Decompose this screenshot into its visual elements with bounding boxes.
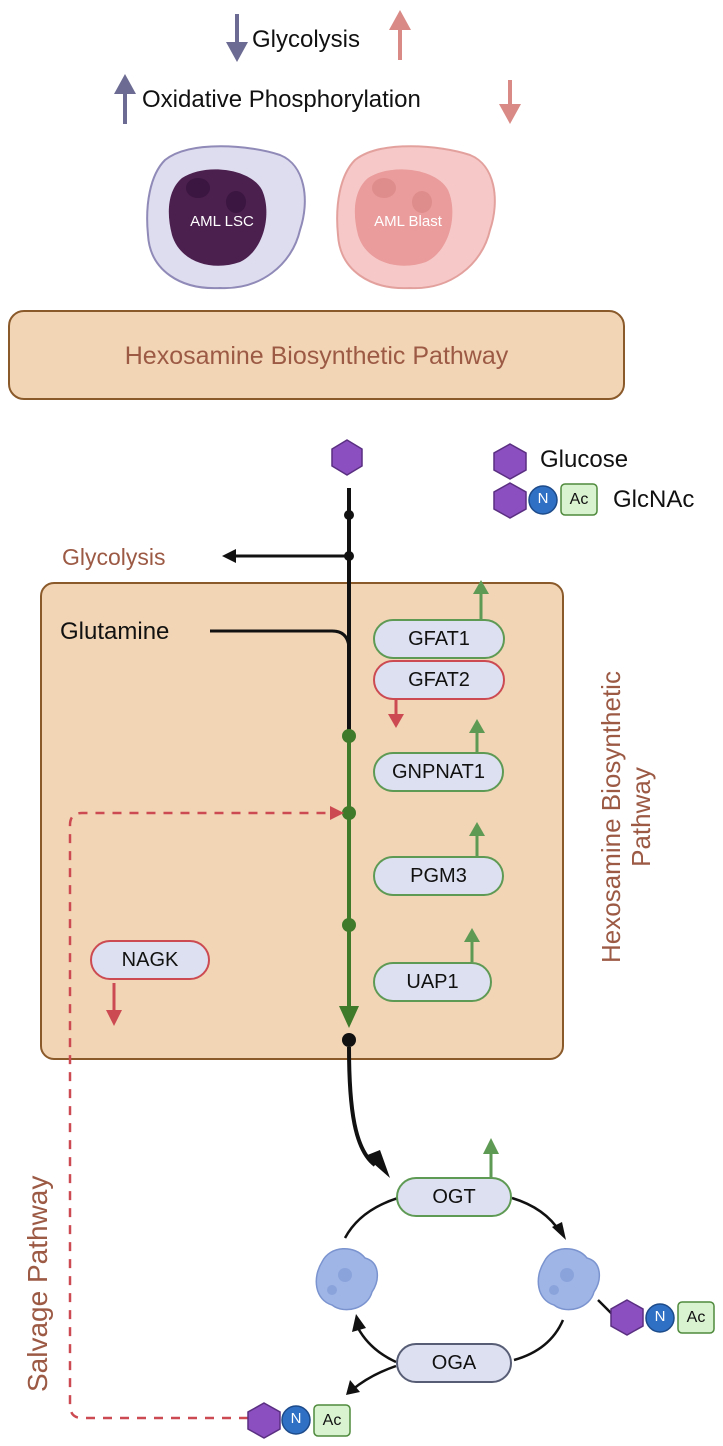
legend-ac-label: Ac — [569, 491, 589, 508]
legend-glcnac-hexagon-icon — [493, 482, 527, 519]
free-n-label: N — [290, 1410, 302, 1427]
aml-lsc-cell — [146, 145, 306, 290]
gnpnat1-up-arrow — [469, 719, 485, 752]
ogt-up-arrow — [483, 1138, 499, 1177]
legend-ac-icon — [560, 483, 598, 516]
hbp-side-label-line2: Pathway — [626, 767, 656, 867]
protein-unmodified — [315, 1248, 379, 1311]
glycolysis-branch-label: Glycolysis — [62, 544, 166, 570]
free-ac-label: Ac — [322, 1412, 342, 1429]
oxphos-header-label: Oxidative Phosphorylation — [142, 86, 421, 113]
enzyme-nagk: NAGK — [90, 940, 210, 980]
legend-glcnac-label: GlcNAc — [613, 486, 695, 513]
legend-n-icon — [528, 485, 558, 515]
legend-glucose-icon — [493, 443, 527, 480]
enzyme-gfat2: GFAT2 — [373, 660, 505, 700]
oxphos-blast-down-arrow — [499, 80, 521, 124]
enzyme-ogt: OGT — [396, 1177, 512, 1217]
protein-glcnac-modified — [537, 1248, 601, 1311]
glycolysis-lsc-down-arrow — [226, 14, 248, 62]
modified-glcnac-hexagon — [610, 1299, 644, 1336]
enzyme-oga: OGA — [396, 1343, 512, 1383]
glycolysis-blast-up-arrow — [389, 10, 411, 60]
hbp-banner: Hexosamine Biosynthetic Pathway — [8, 310, 625, 400]
hbp-side-label-line1: Hexosamine Biosynthetic — [596, 671, 626, 963]
glutamine-label: Glutamine — [60, 618, 170, 645]
glucose-hexagon — [331, 439, 363, 476]
modified-ac-icon — [677, 1301, 715, 1334]
modified-ac-label: Ac — [686, 1309, 706, 1326]
gfat2-down-arrow — [388, 696, 404, 728]
aml-blast-cell — [336, 145, 496, 290]
aml-blast-label: AML Blast — [374, 213, 442, 230]
free-ac-icon — [313, 1404, 351, 1437]
salvage-dashed-path — [68, 811, 330, 1420]
enzyme-gnpnat1: GNPNAT1 — [373, 752, 504, 792]
uap1-up-arrow — [464, 928, 480, 962]
legend-n-label: N — [537, 490, 549, 507]
nagk-down-arrow — [106, 983, 122, 1026]
modified-n-label: N — [654, 1308, 666, 1325]
hbp-banner-label: Hexosamine Biosynthetic Pathway — [124, 342, 509, 370]
aml-lsc-label: AML LSC — [190, 213, 254, 230]
pgm3-up-arrow — [469, 822, 485, 856]
enzyme-pgm3: PGM3 — [373, 856, 504, 896]
glycolysis-header-label: Glycolysis — [252, 26, 361, 53]
enzyme-gfat1: GFAT1 — [373, 619, 505, 659]
free-glcnac-hexagon — [247, 1402, 281, 1439]
free-n-icon — [281, 1405, 311, 1435]
oxphos-lsc-up-arrow — [114, 74, 136, 124]
gfat1-up-arrow — [473, 580, 489, 620]
modified-n-icon — [645, 1303, 675, 1333]
salvage-pathway-label: Salvage Pathway — [22, 1175, 53, 1392]
enzyme-uap1: UAP1 — [373, 962, 492, 1002]
legend-glucose-label: Glucose — [540, 446, 629, 473]
